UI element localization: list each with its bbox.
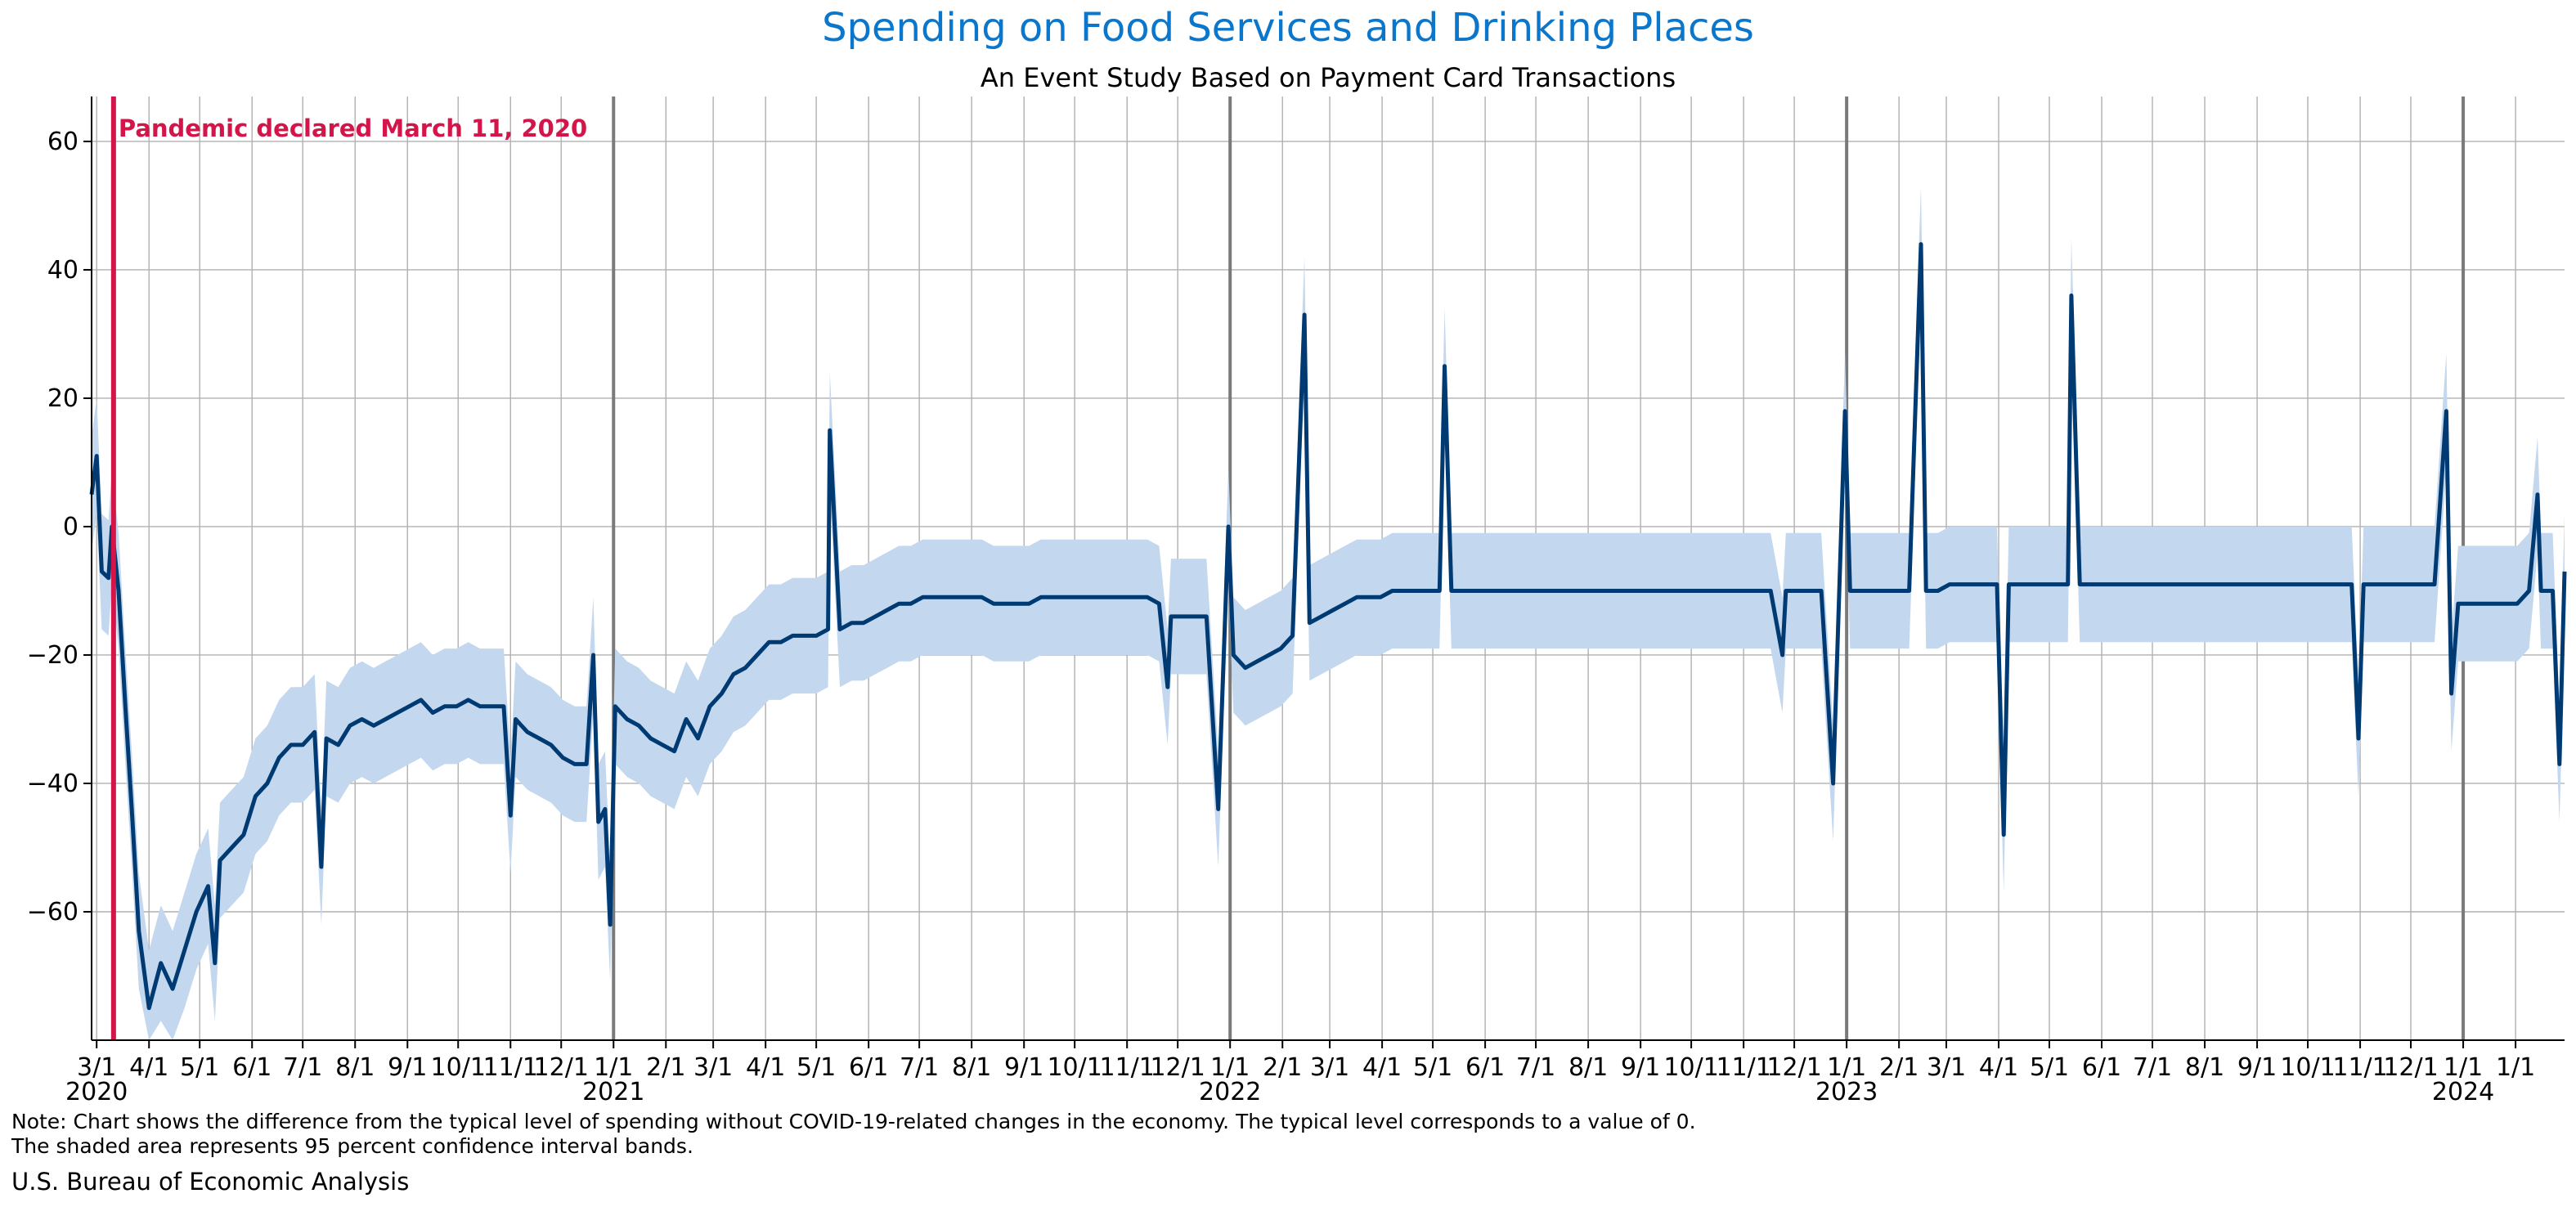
x-tick-label: 5/1 bbox=[797, 1053, 836, 1082]
x-tick-label: 11/1 bbox=[2332, 1053, 2387, 1082]
x-tick-label: 10/1 bbox=[1047, 1053, 1102, 1082]
x-tick-label: 7/1 bbox=[900, 1053, 939, 1082]
x-tick-label: 10/1 bbox=[1663, 1053, 1718, 1082]
x-tick-label: 1/1 bbox=[2444, 1053, 2483, 1082]
x-tick-label: 8/1 bbox=[2185, 1053, 2224, 1082]
x-tick-label: 6/1 bbox=[232, 1053, 272, 1082]
x-tick-label: 2/1 bbox=[646, 1053, 685, 1082]
x-tick-label: 11/1 bbox=[1716, 1053, 1770, 1082]
x-tick-label: 12/1 bbox=[1150, 1053, 1205, 1082]
x-tick-label: 7/1 bbox=[283, 1053, 322, 1082]
x-tick-label: 5/1 bbox=[1413, 1053, 1452, 1082]
source-credit: U.S. Bureau of Economic Analysis bbox=[11, 1168, 410, 1196]
x-year-label: 2021 bbox=[582, 1078, 644, 1106]
x-tick-label: 9/1 bbox=[1621, 1053, 1660, 1082]
x-tick-label: 1/1 bbox=[1210, 1053, 1250, 1082]
x-tick-label: 1/1 bbox=[2496, 1053, 2535, 1082]
x-tick-label: 12/1 bbox=[534, 1053, 589, 1082]
y-tick-label: 0 bbox=[63, 513, 79, 541]
x-tick-label: 5/1 bbox=[180, 1053, 219, 1082]
x-tick-label: 6/1 bbox=[1465, 1053, 1505, 1082]
x-tick-label: 10/1 bbox=[2280, 1053, 2335, 1082]
x-tick-label: 2/1 bbox=[1263, 1053, 1302, 1082]
x-tick-label: 3/1 bbox=[77, 1053, 116, 1082]
y-tick-labels: −60 −40 −20 0 20 40 60 bbox=[27, 128, 79, 927]
x-tick-label: 3/1 bbox=[693, 1053, 733, 1082]
x-tick-label: 10/1 bbox=[431, 1053, 486, 1082]
x-tick-label: 8/1 bbox=[952, 1053, 991, 1082]
y-tick-label: −20 bbox=[27, 641, 79, 670]
chart-note: Note: Chart shows the difference from th… bbox=[11, 1110, 1696, 1159]
x-tick-label: 4/1 bbox=[129, 1053, 168, 1082]
x-tick-label: 5/1 bbox=[2030, 1053, 2069, 1082]
chart-subtitle: An Event Study Based on Payment Card Tra… bbox=[981, 62, 1676, 93]
x-tick-label: 8/1 bbox=[1568, 1053, 1608, 1082]
x-tick-label: 12/1 bbox=[1766, 1053, 1821, 1082]
x-tick-label: 1/1 bbox=[594, 1053, 633, 1082]
x-tick-label: 2/1 bbox=[1879, 1053, 1919, 1082]
pandemic-event-label: Pandemic declared March 11, 2020 bbox=[119, 114, 587, 142]
x-tick-label: 11/1 bbox=[1100, 1053, 1155, 1082]
y-tick-label: −40 bbox=[27, 770, 79, 798]
series-line-layer bbox=[89, 242, 2567, 1011]
chart-title: Spending on Food Services and Drinking P… bbox=[822, 5, 1754, 51]
x-tick-label: 4/1 bbox=[746, 1053, 785, 1082]
x-tick-label: 6/1 bbox=[2082, 1053, 2121, 1082]
y-tick-label: 20 bbox=[47, 384, 79, 413]
x-year-label: 2022 bbox=[1199, 1078, 1261, 1106]
x-tick-label: 9/1 bbox=[388, 1053, 427, 1082]
x-tick-label: 9/1 bbox=[1004, 1053, 1043, 1082]
x-tick-label: 3/1 bbox=[1927, 1053, 1966, 1082]
x-tick-label: 6/1 bbox=[849, 1053, 888, 1082]
x-tick-label: 12/1 bbox=[2383, 1053, 2438, 1082]
event-marker: Pandemic declared March 11, 2020 bbox=[110, 96, 587, 1040]
y-tick-label: 60 bbox=[47, 128, 79, 156]
y-tick-label: 40 bbox=[47, 256, 79, 285]
x-tick-label: 11/1 bbox=[483, 1053, 538, 1082]
x-year-label: 2024 bbox=[2432, 1078, 2494, 1106]
x-tick-label: 4/1 bbox=[1979, 1053, 2018, 1082]
x-tick-label: 4/1 bbox=[1362, 1053, 1402, 1082]
x-tick-label: 9/1 bbox=[2237, 1053, 2277, 1082]
note-line-1: Note: Chart shows the difference from th… bbox=[11, 1110, 1696, 1133]
x-year-label: 2020 bbox=[65, 1078, 128, 1106]
axes bbox=[83, 96, 2565, 1048]
x-tick-label: 7/1 bbox=[1516, 1053, 1555, 1082]
note-line-2: The shaded area represents 95 percent co… bbox=[11, 1134, 693, 1158]
x-tick-label: 8/1 bbox=[335, 1053, 375, 1082]
y-tick-label: −60 bbox=[27, 898, 79, 927]
series-line bbox=[89, 242, 2567, 1011]
x-tick-label: 1/1 bbox=[1827, 1053, 1866, 1082]
x-tick-label: 3/1 bbox=[1310, 1053, 1349, 1082]
x-year-label: 2023 bbox=[1815, 1078, 1878, 1106]
x-tick-label: 7/1 bbox=[2133, 1053, 2172, 1082]
